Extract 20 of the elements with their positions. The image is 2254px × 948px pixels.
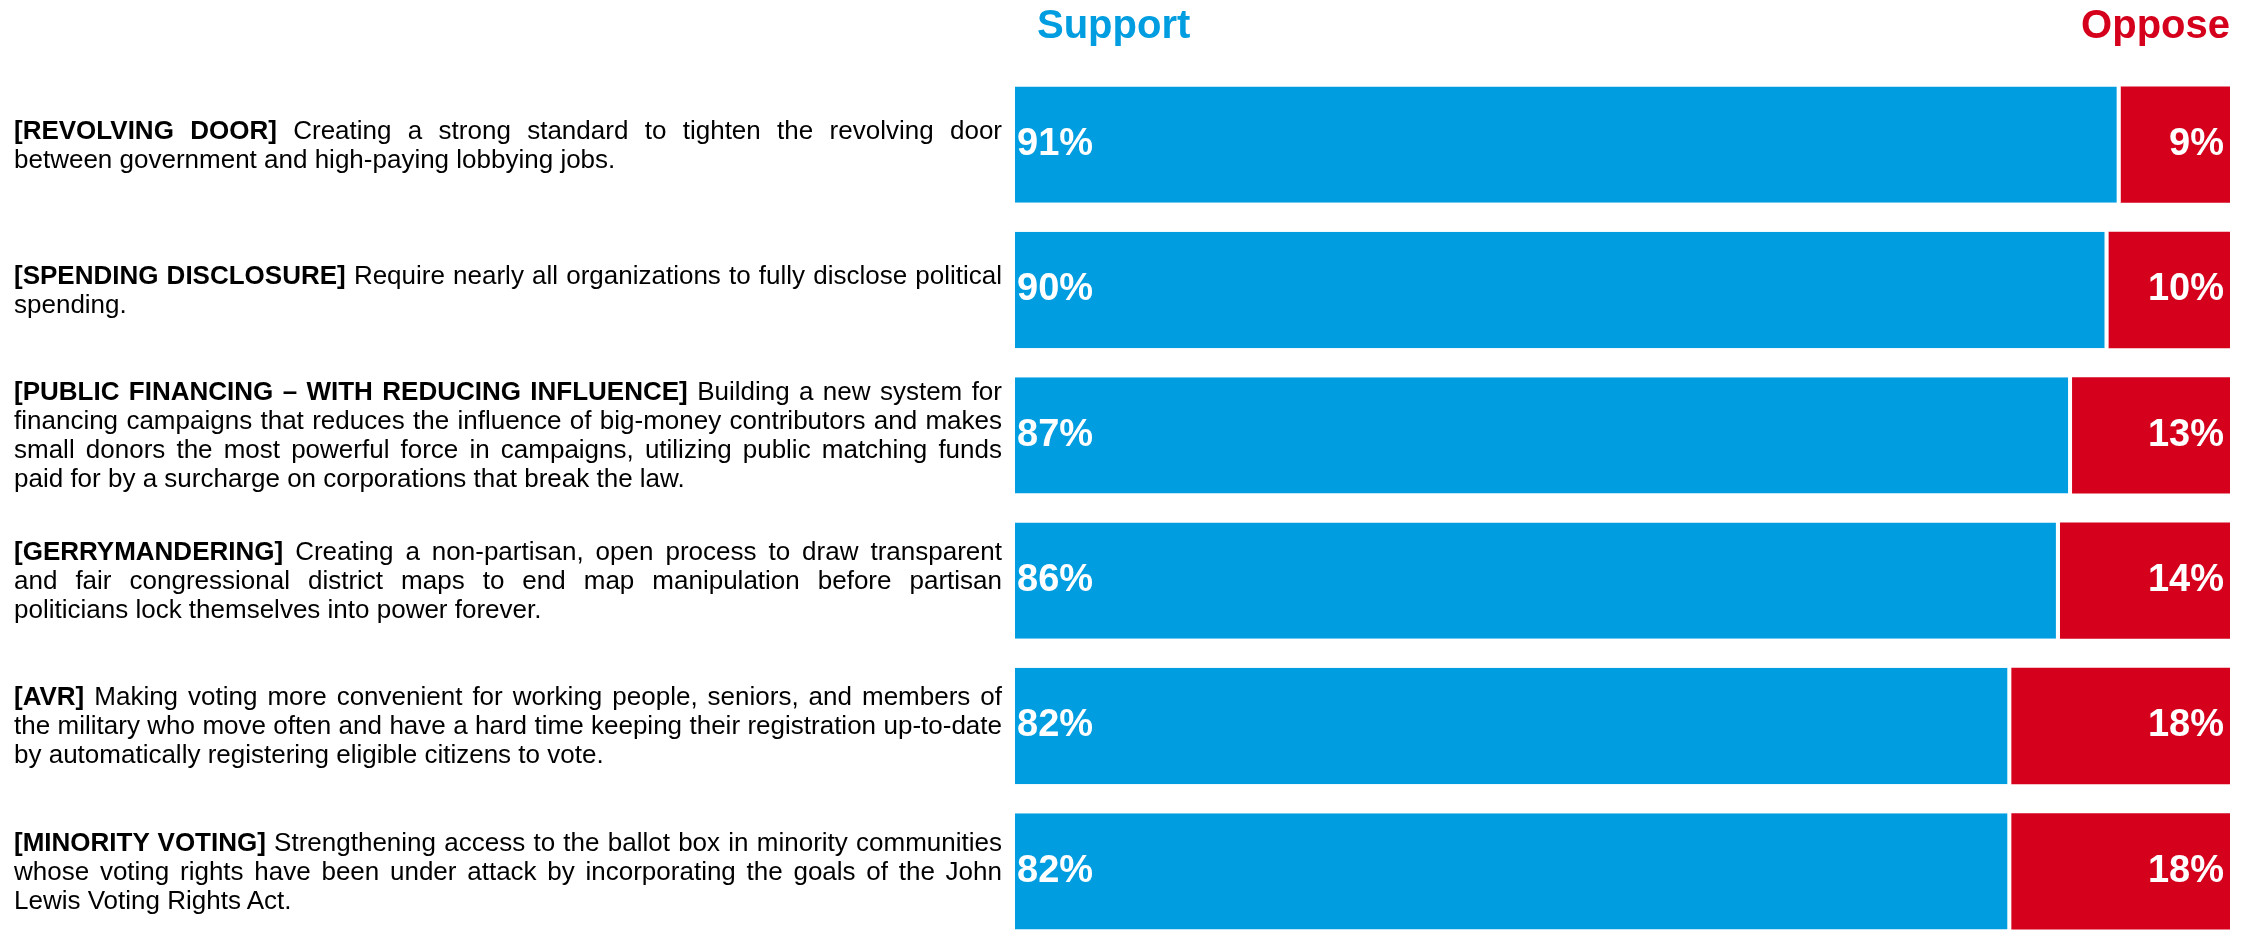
- data-label: 82%: [1017, 702, 1094, 745]
- series-label: Oppose: [2081, 2, 2230, 47]
- y-tick-label: [PUBLIC FINANCING – WITH REDUCING INFLUENCE] Building a new system for financing campaigns that reduces the influence of big-money contributors and makes small donors the most powerful force in campaigns, utilizing public matching funds paid for by a surcharge on corporations that break the law.: [14, 376, 1002, 494]
- y-tick-label: [AVR] Making voting more convenient for working people, seniors, and members of the military who move often and have a hard time keeping their registration up-to-date by automatically registering eligible citizens to vote.: [14, 681, 1002, 770]
- data-label: 86%: [1017, 557, 1094, 600]
- y-tick-label: [REVOLVING DOOR] Creating a strong standard to tighten the revolving door between government and high-paying lobbying jobs.: [14, 114, 1002, 174]
- data-label: 90%: [1017, 266, 1094, 309]
- data-label: 82%: [1017, 847, 1094, 890]
- data-label: 14%: [2147, 557, 2224, 600]
- data-label: 18%: [2147, 847, 2224, 890]
- data-label: 91%: [1017, 121, 1094, 164]
- category-label: [SPENDING DISCLOSURE] Require nearly all organizations to fully disclose political spending.: [14, 259, 1002, 319]
- y-tick-label: [MINORITY VOTING] Strengthening access to the ballot box in minority communities whose voting rights have been under attack by incorporating the goals of the John Lewis Voting Rights Act.: [14, 826, 1002, 915]
- data-label: 9%: [2169, 121, 2224, 164]
- y-tick-label: [GERRYMANDERING] Creating a non-partisan, open process to draw transparent and fair congressional district maps to end map manipulation before partisan politicians lock themselves into power forever.: [14, 536, 1002, 625]
- data-label: 10%: [2147, 266, 2224, 309]
- data-label: 87%: [1017, 411, 1094, 454]
- data-label: 18%: [2147, 702, 2224, 745]
- series-label: Support: [1037, 2, 1191, 47]
- data-label: 13%: [2147, 411, 2224, 454]
